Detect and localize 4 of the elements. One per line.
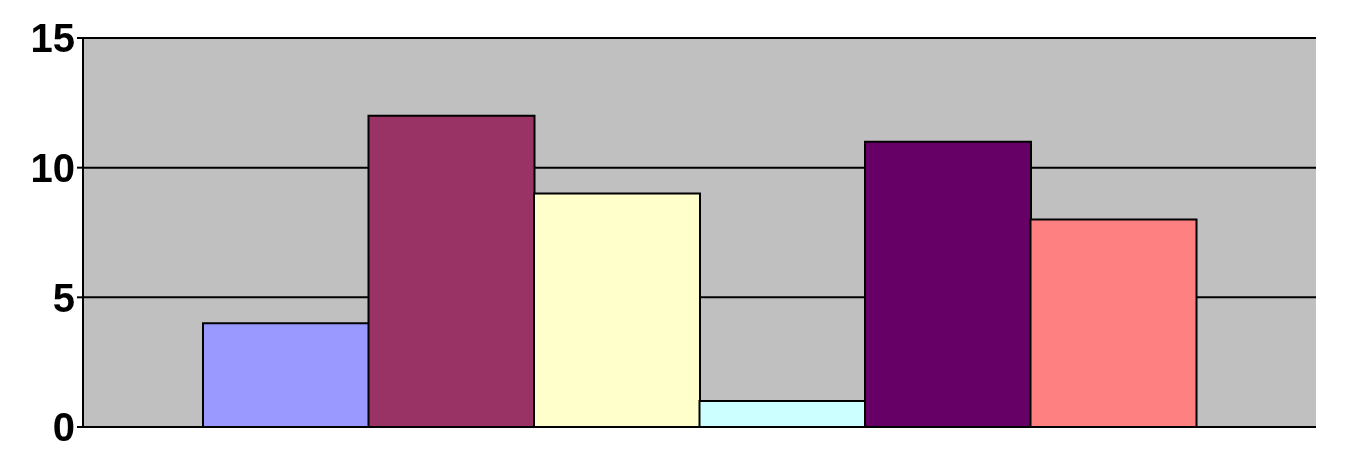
y-tick-label: 15	[30, 16, 75, 61]
y-tick-label: 5	[52, 275, 75, 320]
y-tick-label: 10	[30, 145, 75, 190]
y-tick-label: 0	[52, 405, 75, 450]
